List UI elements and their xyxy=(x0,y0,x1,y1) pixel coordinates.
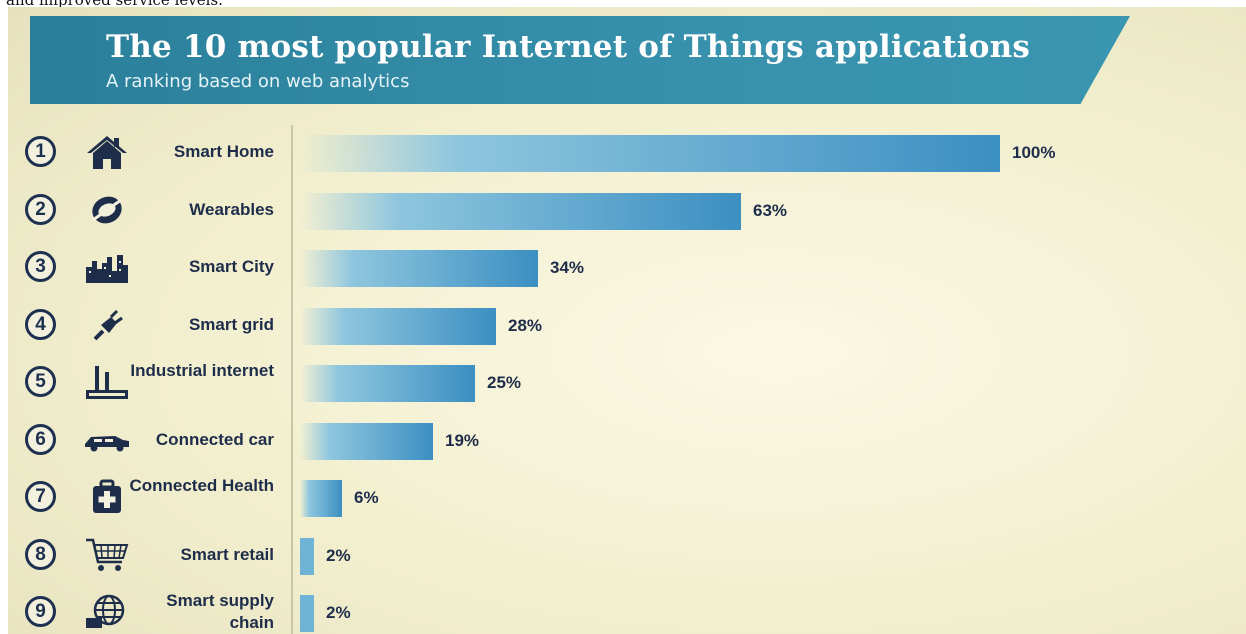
plug-icon xyxy=(83,305,131,345)
chart-row: 2 Wearables 63% xyxy=(8,181,1246,239)
rank-badge: 9 xyxy=(25,596,56,627)
rank-badge: 2 xyxy=(25,194,56,225)
factory-icon xyxy=(83,362,131,402)
chart-title: The 10 most popular Internet of Things a… xyxy=(106,29,1031,65)
data-label: 28% xyxy=(508,316,543,335)
tick-label: Connected Health xyxy=(129,476,274,495)
house-icon xyxy=(83,132,131,172)
car-icon xyxy=(83,420,131,460)
tick-label: Smart supply chain xyxy=(166,591,274,632)
data-label: 2% xyxy=(326,546,351,565)
bar xyxy=(300,193,741,230)
axis-line xyxy=(291,125,293,634)
data-label: 34% xyxy=(550,258,585,277)
chart-row: 4 Smart grid 28% xyxy=(8,296,1246,354)
chart-subtitle: A ranking based on web analytics xyxy=(106,71,410,92)
top-text-fragment: and improved service levels. xyxy=(6,0,223,9)
title-banner xyxy=(30,16,1130,104)
bar xyxy=(300,538,314,575)
globe-truck-icon xyxy=(83,592,131,632)
chart-row: 7 Connected Health 6% xyxy=(8,468,1246,526)
rank-badge: 7 xyxy=(25,481,56,512)
chart-row: 6 Connected car 19% xyxy=(8,411,1246,469)
chart-row: 8 Smart retail 2% xyxy=(8,526,1246,584)
chart-row: 9 Smart supply chain 2% xyxy=(8,583,1246,634)
bar xyxy=(300,595,314,632)
tick-label: Wearables xyxy=(189,200,274,219)
bar xyxy=(300,250,538,287)
rank-badge: 4 xyxy=(25,309,56,340)
city-icon xyxy=(83,247,131,287)
bar xyxy=(300,308,496,345)
infographic-panel: The 10 most popular Internet of Things a… xyxy=(8,7,1246,634)
data-label: 25% xyxy=(487,373,522,392)
chart-row: 1 Smart Home 100% xyxy=(8,123,1246,181)
data-label: 6% xyxy=(354,488,379,507)
chart-row: 3 Smart City 34% xyxy=(8,238,1246,296)
bar xyxy=(300,135,1000,172)
tick-label: Connected car xyxy=(155,430,274,449)
chart-row: 5 Industrial internet 25% xyxy=(8,353,1246,411)
bar xyxy=(300,423,433,460)
tick-label: Industrial internet xyxy=(130,361,274,380)
medical-kit-icon xyxy=(83,477,131,517)
data-label: 100% xyxy=(1012,143,1056,162)
bar xyxy=(300,365,475,402)
cart-icon xyxy=(83,535,131,575)
rank-badge: 6 xyxy=(25,424,56,455)
wearable-icon xyxy=(83,190,131,230)
rank-badge: 3 xyxy=(25,251,56,282)
rank-badge: 5 xyxy=(25,366,56,397)
tick-label: Smart grid xyxy=(188,315,274,334)
data-label: 19% xyxy=(445,431,480,450)
rank-badge: 8 xyxy=(25,539,56,570)
rank-badge: 1 xyxy=(25,136,56,167)
data-label: 2% xyxy=(326,603,351,622)
data-label: 63% xyxy=(753,201,788,220)
tick-label: Smart retail xyxy=(180,545,274,564)
tick-label: Smart City xyxy=(188,257,274,276)
tick-label: Smart Home xyxy=(173,142,274,161)
bar xyxy=(300,480,342,517)
